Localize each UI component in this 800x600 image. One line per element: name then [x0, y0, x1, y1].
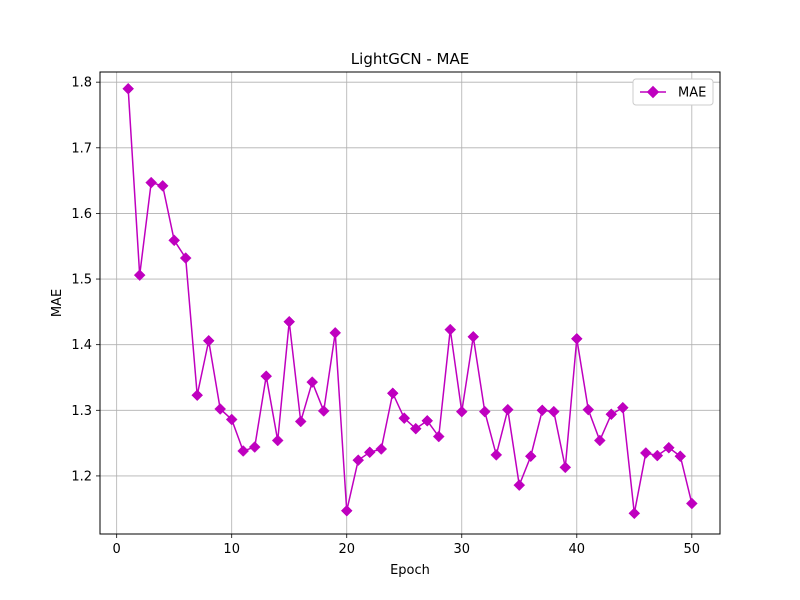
y-tick-label: 1.8	[71, 76, 92, 91]
legend: MAE	[632, 78, 714, 106]
data-point	[478, 405, 491, 418]
x-tick-label: 10	[223, 542, 240, 557]
data-point	[444, 323, 457, 336]
data-point	[271, 434, 284, 447]
x-tick-label: 0	[113, 542, 121, 557]
data-point	[398, 412, 411, 425]
data-point	[674, 450, 687, 463]
plot-frame	[99, 71, 721, 535]
x-tick-label: 20	[338, 542, 355, 557]
data-point	[260, 370, 273, 383]
data-point	[294, 415, 307, 428]
data-point	[156, 180, 169, 192]
data-point	[409, 422, 422, 435]
x-axis-label: Epoch	[390, 563, 430, 578]
y-tick-label: 1.2	[71, 469, 92, 484]
data-point	[237, 445, 250, 457]
data-point	[524, 450, 537, 463]
data-point	[467, 330, 480, 343]
data-point	[651, 449, 664, 462]
data-point	[582, 403, 595, 416]
y-axis-ticks: 1.2 1.3 1.4 1.5 1.6 1.7 1.8	[71, 76, 100, 484]
data-point	[317, 405, 330, 417]
series-layer	[122, 82, 698, 520]
data-point	[490, 449, 503, 461]
legend-marker-icon	[646, 85, 660, 99]
legend-box	[632, 78, 714, 106]
data-point	[145, 176, 158, 189]
data-point	[191, 389, 204, 402]
chart-title: LightGCN - MAE	[351, 50, 469, 68]
data-point	[122, 82, 135, 95]
data-point	[375, 443, 388, 455]
data-point	[179, 252, 192, 264]
data-point	[225, 413, 238, 426]
y-tick-label: 1.3	[71, 404, 92, 419]
y-tick-label: 1.4	[71, 338, 92, 353]
data-point	[432, 430, 445, 443]
data-point	[214, 403, 227, 415]
data-point	[547, 405, 560, 418]
data-point	[352, 454, 365, 467]
data-point	[340, 504, 353, 517]
data-point	[570, 332, 583, 345]
data-point	[685, 497, 698, 510]
data-point	[202, 334, 215, 347]
data-point	[455, 405, 468, 418]
x-tick-label: 30	[453, 542, 470, 557]
data-point	[421, 414, 434, 427]
data-point	[363, 446, 376, 459]
legend-label: MAE	[678, 86, 706, 101]
data-point	[283, 315, 296, 328]
data-point	[513, 479, 526, 491]
x-axis-ticks: 0 10 20 30 40 50	[113, 534, 701, 557]
data-point	[559, 461, 572, 474]
data-point	[628, 507, 641, 520]
data-point	[662, 441, 675, 454]
x-tick-label: 50	[684, 542, 701, 557]
data-point	[133, 269, 146, 281]
data-point	[329, 327, 342, 339]
data-point	[501, 403, 514, 416]
y-tick-label: 1.7	[71, 141, 92, 156]
data-point	[593, 434, 606, 447]
data-point	[536, 404, 549, 417]
data-point	[616, 401, 629, 414]
data-point	[168, 234, 181, 247]
data-point	[605, 408, 618, 421]
y-tick-label: 1.5	[71, 273, 92, 288]
y-axis-label: MAE	[50, 289, 65, 317]
grid	[100, 72, 720, 534]
data-point	[248, 441, 261, 453]
data-point	[639, 447, 652, 459]
data-point	[306, 376, 319, 388]
x-tick-label: 40	[569, 542, 586, 557]
y-tick-label: 1.6	[71, 207, 92, 222]
data-point	[386, 387, 399, 400]
